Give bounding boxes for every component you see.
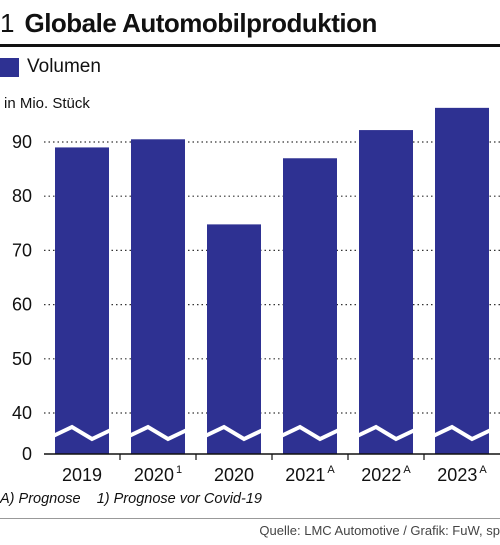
x-tick-label: 2019 bbox=[62, 465, 102, 485]
source-credit: Quelle: LMC Automotive / Grafik: FuW, sp bbox=[259, 523, 500, 538]
bar-chart: in Mio. Stück 0 40 50 60 70 80 90 2019 2020 1 2020 2… bbox=[4, 95, 500, 485]
legend: Volumen bbox=[0, 56, 101, 78]
y-tick-label: 80 bbox=[12, 186, 32, 206]
x-tick-label: 2020 1 bbox=[134, 464, 182, 485]
x-tick-label: 2021 A bbox=[285, 464, 335, 485]
y-tick-label: 0 bbox=[22, 444, 32, 464]
chart-number: 1 bbox=[0, 7, 15, 38]
y-unit-label: in Mio. Stück bbox=[4, 95, 90, 112]
y-tick-label: 60 bbox=[12, 295, 32, 315]
bar bbox=[55, 147, 109, 455]
legend-swatch bbox=[0, 57, 19, 77]
bar bbox=[435, 107, 489, 454]
y-tick-label: 50 bbox=[12, 349, 32, 369]
legend-label: Volumen bbox=[27, 56, 101, 77]
x-tick-label: 2020 bbox=[214, 465, 254, 485]
axis-break-mark bbox=[354, 424, 418, 442]
y-tick-label: 90 bbox=[12, 132, 32, 152]
axis-break-mark bbox=[50, 424, 114, 442]
axis-break-mark bbox=[202, 424, 266, 442]
footnote-rule bbox=[0, 518, 500, 519]
x-tick-label: 2022 A bbox=[361, 464, 411, 485]
axis-break-mark bbox=[278, 424, 342, 442]
y-tick-label: 70 bbox=[12, 240, 32, 260]
chart-title: Globale Automobilproduktion bbox=[24, 7, 377, 38]
y-tick-label: 40 bbox=[12, 403, 32, 423]
footnote: A) Prognose 1) Prognose vor Covid-19 bbox=[0, 491, 262, 507]
bar bbox=[207, 224, 261, 454]
axis-break-mark bbox=[430, 424, 494, 442]
title-rule bbox=[0, 44, 500, 47]
x-tick-label: 2023 A bbox=[437, 464, 487, 485]
chart-title-row: 1 Globale Automobilproduktion bbox=[0, 4, 377, 42]
axis-break-mark bbox=[126, 424, 190, 442]
bar bbox=[359, 130, 413, 455]
bar bbox=[283, 158, 337, 454]
bar bbox=[131, 139, 185, 454]
